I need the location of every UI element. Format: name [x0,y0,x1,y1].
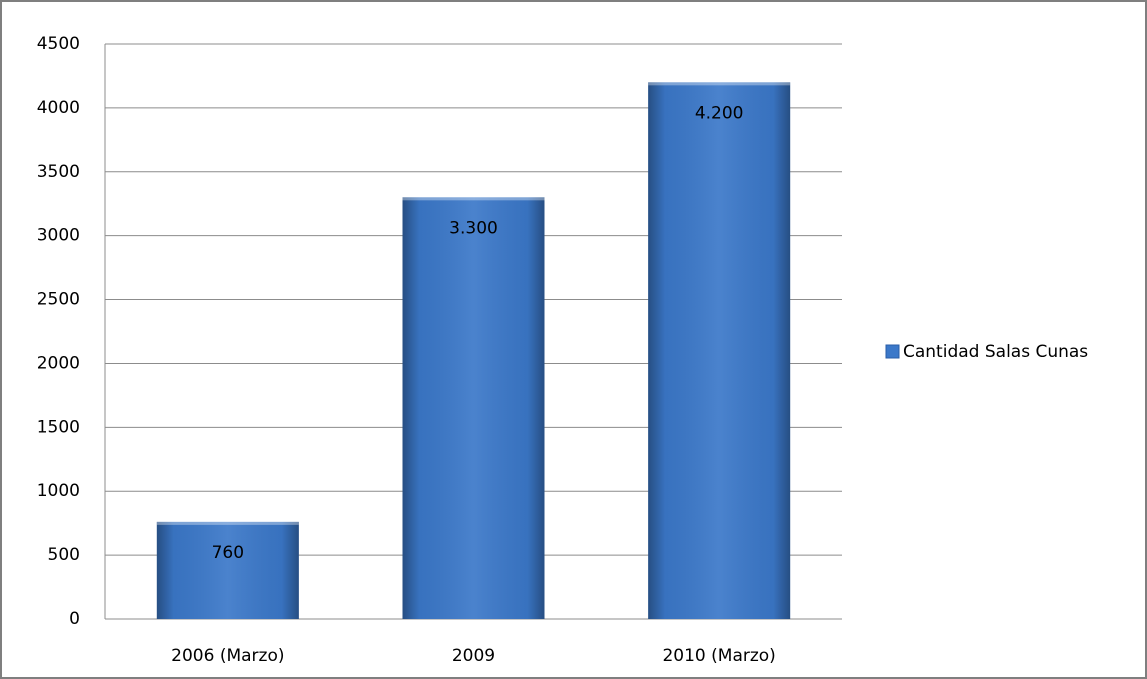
y-tick-label: 3000 [37,226,80,246]
bar-shade [156,521,299,619]
y-tick-label: 500 [48,545,80,565]
y-tick-label: 1500 [37,417,80,437]
bar-shade [648,82,791,620]
x-tick-label: 2009 [452,646,495,666]
data-label: 760 [212,543,244,563]
y-tick-label: 1000 [37,481,80,501]
y-tick-label: 2500 [37,290,80,310]
data-label: 3.300 [449,218,498,238]
bar-top [156,521,299,525]
x-tick-label: 2006 (Marzo) [171,646,284,666]
y-tick-label: 0 [69,609,80,629]
legend-swatch [885,344,900,359]
y-tick-label: 4000 [37,98,80,118]
y-tick-label: 3500 [37,162,80,182]
data-label: 4.200 [695,103,744,123]
legend-label: Cantidad Salas Cunas [903,342,1088,362]
y-tick-label: 4500 [37,34,80,54]
bar-top [402,197,545,201]
bar-top [648,82,791,86]
bar-shade [402,197,545,620]
y-tick-label: 2000 [37,353,80,373]
x-tick-label: 2010 (Marzo) [662,646,775,666]
